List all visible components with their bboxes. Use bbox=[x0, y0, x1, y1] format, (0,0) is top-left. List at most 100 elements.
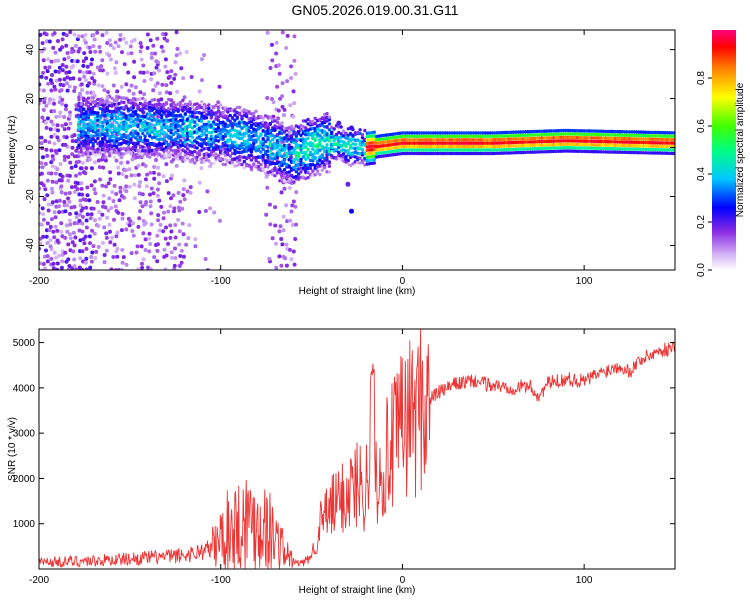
heatmap-cell bbox=[124, 227, 129, 232]
heatmap-cell bbox=[85, 185, 90, 190]
heatmap-cell bbox=[221, 111, 225, 115]
heatmap-cell bbox=[101, 165, 106, 170]
heatmap-cell bbox=[476, 151, 480, 156]
heatmap-cell bbox=[122, 62, 127, 67]
heatmap-cell bbox=[122, 112, 126, 116]
heatmap-cell bbox=[49, 256, 54, 261]
heatmap-cell bbox=[556, 149, 561, 153]
heatmap-cell bbox=[173, 235, 178, 240]
heatmap-cell bbox=[174, 130, 178, 134]
heatmap-cell bbox=[44, 248, 48, 253]
heatmap-cell bbox=[162, 107, 166, 111]
heatmap-cell bbox=[76, 181, 81, 186]
heatmap-cell bbox=[594, 143, 598, 147]
heatmap-cell bbox=[39, 261, 42, 266]
heatmap-cell bbox=[632, 144, 636, 148]
heatmap-cell bbox=[268, 222, 273, 227]
heatmap-cell bbox=[419, 148, 424, 152]
heatmap-cell bbox=[419, 131, 424, 135]
heatmap-cell bbox=[530, 143, 535, 147]
heatmap-cell bbox=[90, 57, 94, 62]
heatmap-cell bbox=[639, 140, 643, 145]
heatmap-cell bbox=[507, 141, 511, 145]
heatmap-cell bbox=[46, 202, 51, 207]
heatmap-cell bbox=[523, 133, 528, 137]
heatmap-cell bbox=[181, 156, 185, 160]
heatmap-cell bbox=[55, 228, 60, 233]
heatmap-cell bbox=[644, 147, 648, 152]
heatmap-cell bbox=[59, 221, 64, 226]
heatmap-cell bbox=[265, 96, 270, 100]
heatmap-cell bbox=[184, 242, 189, 247]
heatmap-cell bbox=[71, 49, 76, 54]
heatmap-cell bbox=[436, 148, 440, 152]
heatmap-cell bbox=[43, 266, 48, 270]
heatmap-cell bbox=[54, 180, 59, 185]
heatmap-cell bbox=[599, 129, 603, 133]
heatmap-cell bbox=[129, 151, 133, 155]
heatmap-cell bbox=[151, 88, 156, 93]
heatmap-cell bbox=[254, 130, 258, 135]
heatmap-cell bbox=[176, 190, 181, 195]
heatmap-cell bbox=[308, 150, 313, 154]
heatmap-cell bbox=[181, 254, 186, 259]
heatmap-cell bbox=[73, 235, 78, 240]
heatmap-cell bbox=[259, 163, 263, 167]
heatmap-cell bbox=[93, 49, 98, 54]
heatmap-cell bbox=[514, 140, 518, 145]
heatmap-cell bbox=[400, 144, 405, 149]
heatmap-cell bbox=[45, 116, 50, 121]
heatmap-cell bbox=[500, 148, 504, 152]
heatmap-cell bbox=[93, 139, 98, 143]
heatmap-cell bbox=[556, 129, 561, 133]
heatmap-cell bbox=[663, 144, 667, 149]
heatmap-cell bbox=[188, 190, 193, 195]
heatmap-cell bbox=[268, 122, 272, 126]
heatmap-cell bbox=[405, 148, 409, 152]
heatmap-cell bbox=[202, 131, 206, 135]
heatmap-cell bbox=[81, 214, 85, 219]
heatmap-cell bbox=[289, 64, 294, 69]
heatmap-cell bbox=[70, 139, 75, 143]
heatmap-cell bbox=[481, 144, 485, 149]
heatmap-cell bbox=[291, 89, 296, 94]
heatmap-cell bbox=[223, 105, 228, 110]
heatmap-cell bbox=[658, 151, 662, 155]
heatmap-cell bbox=[455, 131, 459, 135]
heatmap-cell bbox=[228, 154, 232, 158]
heatmap-cell bbox=[545, 150, 549, 154]
heatmap-cell bbox=[99, 64, 104, 69]
heatmap-cell bbox=[171, 153, 176, 157]
heatmap-cell bbox=[119, 267, 124, 270]
heatmap-cell bbox=[519, 147, 523, 151]
heatmap-cell bbox=[50, 154, 55, 159]
heatmap-cell bbox=[580, 146, 584, 150]
heatmap-cell bbox=[426, 131, 431, 135]
heatmap-cell bbox=[190, 158, 195, 162]
heatmap-cell bbox=[233, 109, 237, 113]
heatmap-cell bbox=[358, 128, 362, 132]
heatmap-cell bbox=[313, 155, 317, 160]
heatmap-cell bbox=[100, 108, 105, 112]
heatmap-cell bbox=[147, 236, 152, 241]
heatmap-cell bbox=[279, 263, 284, 268]
heatmap-cell bbox=[129, 131, 133, 136]
heatmap-cell bbox=[169, 144, 173, 149]
heatmap-cell bbox=[474, 141, 478, 145]
heatmap-cell bbox=[178, 254, 183, 258]
heatmap-cell bbox=[618, 133, 622, 137]
heatmap-cell bbox=[226, 152, 230, 157]
heatmap-cell bbox=[71, 76, 76, 81]
heatmap-cell bbox=[159, 204, 164, 209]
heatmap-cell bbox=[130, 157, 135, 162]
heatmap-cell bbox=[568, 146, 572, 150]
heatmap-cell bbox=[82, 112, 86, 116]
heatmap-cell bbox=[156, 165, 161, 170]
heatmap-cell bbox=[72, 257, 77, 262]
heatmap-cell bbox=[174, 163, 179, 168]
heatmap-cell bbox=[200, 57, 204, 62]
heatmap-cell bbox=[44, 103, 49, 108]
heatmap-cell bbox=[183, 158, 187, 162]
heatmap-cell bbox=[372, 130, 376, 134]
